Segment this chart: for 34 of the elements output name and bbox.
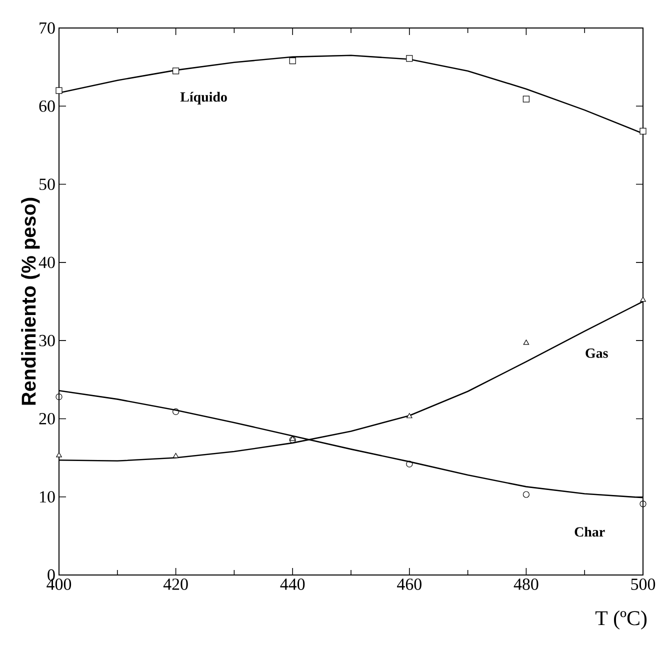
y-tick-label: 70	[40, 22, 55, 34]
point	[406, 55, 413, 62]
y-tick-label: 40	[38, 256, 55, 268]
point	[522, 491, 530, 498]
x-tick-label: 500	[631, 578, 656, 590]
y-axis-title: Rendimiento (% peso)	[21, 198, 40, 405]
x-tick-label: 460	[397, 578, 422, 590]
point	[172, 408, 180, 415]
y-tick-label: 30	[39, 334, 55, 346]
point	[406, 413, 412, 418]
point	[289, 58, 296, 64]
text: Char	[574, 526, 605, 537]
x-tick-label: 480	[514, 578, 538, 590]
point	[406, 460, 413, 468]
x-axis-title: T (ºC)	[595, 610, 647, 630]
point	[289, 436, 296, 444]
point	[523, 340, 530, 345]
point	[640, 296, 646, 302]
point	[640, 500, 646, 508]
point	[522, 96, 530, 102]
x-tick-label: 440	[280, 578, 305, 590]
y-tick-label: 10	[40, 491, 55, 503]
y-tick-label: 20	[39, 413, 55, 424]
point	[640, 128, 646, 134]
series-label: Gas	[586, 348, 608, 358]
point	[56, 452, 62, 458]
y-tick-label: 60	[39, 100, 55, 112]
point	[56, 87, 62, 94]
series-label: Líquido	[180, 92, 227, 105]
point	[56, 394, 62, 400]
point	[172, 68, 180, 74]
x-tick-label: 400	[46, 578, 72, 590]
y-tick-label: 50	[40, 178, 55, 190]
x-tick-label: 420	[163, 578, 188, 590]
